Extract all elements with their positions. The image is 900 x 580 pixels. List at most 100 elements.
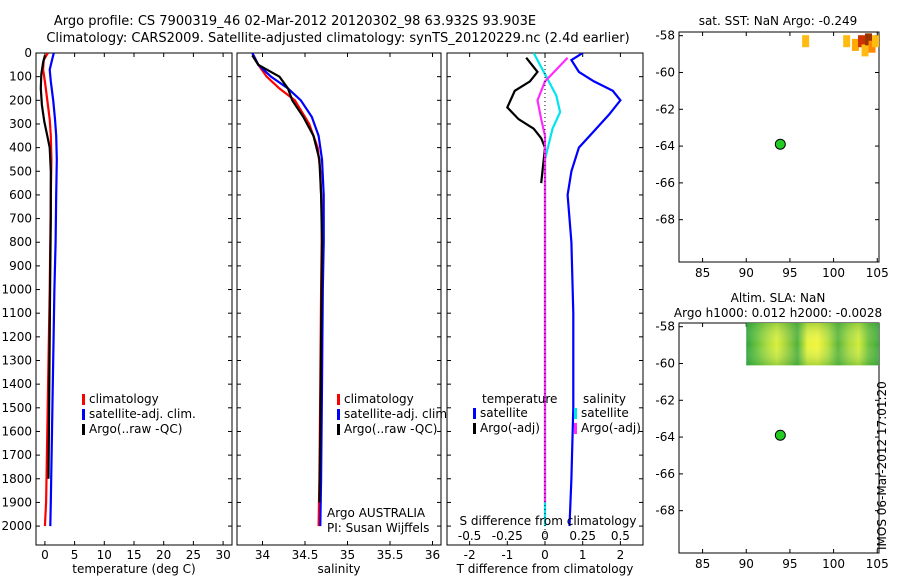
series-line-satellite-adj-clim: [48, 53, 58, 527]
plot-frame: [35, 52, 233, 546]
x-tick-label: 5: [71, 548, 79, 562]
x-axis-label: temperature (deg C): [72, 562, 195, 576]
x-tick-label: 15: [126, 548, 141, 562]
legend-swatch: [82, 394, 85, 405]
sst-cell: [872, 35, 880, 48]
legend-label: Argo(-adj): [581, 421, 641, 435]
y-tick-label: -62: [655, 102, 675, 116]
float-position-marker: [774, 138, 786, 150]
y-tick-label: 1000: [1, 283, 32, 297]
legend-swatch: [574, 408, 577, 419]
y-tick-label: 600: [9, 188, 32, 202]
x2-tick-label: 0.25: [569, 529, 596, 543]
x-tick-label: 100: [822, 266, 845, 280]
sst-cell: [861, 44, 869, 57]
series-line-temperature-argo-adj: [505, 57, 547, 184]
legend-header: temperature: [482, 392, 557, 406]
y-tick-label: -58: [655, 320, 675, 334]
x-tick-label: 36: [425, 548, 440, 562]
legend-label: Argo(..raw -QC): [344, 422, 437, 436]
sst-map-chart: sat. SST: NaN Argo: -0.249 85 90 95 100 105 -5…: [655, 14, 888, 280]
x-tick-label: 95: [782, 266, 797, 280]
y-tick-label: -66: [655, 176, 675, 190]
x-tick-label: 0: [541, 548, 549, 562]
x-tick-label: 95: [782, 557, 797, 571]
y-tick-label: -58: [655, 29, 675, 43]
map-subtitle: Argo h1000: 0.012 h2000: -0.0028: [674, 306, 882, 320]
legend-swatch: [473, 408, 476, 419]
sst-cell: [851, 38, 859, 51]
legend-label: satellite: [581, 406, 629, 420]
title-line-1: Argo profile: CS 7900319_46 02-Mar-2012 …: [54, 14, 536, 29]
y-tick-label: 200: [9, 93, 32, 107]
legend-label: satellite: [480, 406, 528, 420]
legend-swatch: [337, 394, 340, 405]
legend-swatch: [82, 424, 85, 435]
x-tick-label: 105: [866, 557, 889, 571]
plot-frame: [236, 52, 442, 546]
timestamp-stamp: IMOS 06-Mar-2012 17:01:20: [875, 381, 889, 550]
y-tick-label: -64: [655, 430, 675, 444]
map-title: sat. SST: NaN Argo: -0.249: [699, 14, 858, 28]
y-tick-label: 1400: [1, 377, 32, 391]
legend-label: Argo(..raw -QC): [89, 422, 182, 436]
x2-tick-label: 0: [541, 529, 549, 543]
y-tick-label: 400: [9, 141, 32, 155]
y-tick-label: -66: [655, 467, 675, 481]
x-tick-label: -2: [464, 548, 476, 562]
x-tick-label: 85: [695, 557, 710, 571]
y-tick-label: -60: [655, 65, 675, 79]
x-tick-label: 34.5: [292, 548, 319, 562]
y-tick-label: 0: [24, 46, 32, 60]
annotation-line: PI: Susan Wijffels: [327, 521, 429, 535]
annotation-line: Argo AUSTRALIA: [327, 506, 426, 520]
x-tick-label: 25: [186, 548, 201, 562]
y-tick-label: 1700: [1, 448, 32, 462]
sst-cell: [843, 35, 851, 48]
x-tick-label: 35.5: [377, 548, 404, 562]
x2-tick-label: -0.25: [492, 529, 523, 543]
x2-tick-label: 0.5: [611, 529, 630, 543]
legend-label: satellite-adj. clim.: [89, 407, 196, 421]
y-tick-label: 2000: [1, 519, 32, 533]
x-tick-label: 20: [156, 548, 171, 562]
series-line-argo-raw-qc: [39, 55, 52, 479]
y-tick-label: 300: [9, 117, 32, 131]
x-tick-label: 90: [739, 266, 754, 280]
x-tick-label: 34: [255, 548, 270, 562]
series-line-temperature-satellite: [566, 53, 622, 527]
x-axis-label: T difference from climatology: [456, 562, 634, 576]
x-tick-label: -1: [501, 548, 513, 562]
x2-axis-label: S difference from climatology: [460, 514, 637, 528]
legend-label: climatology: [344, 392, 414, 406]
legend-swatch: [82, 409, 85, 420]
x-tick-label: 105: [866, 266, 889, 280]
y-tick-label: 1900: [1, 495, 32, 509]
legend-label: satellite-adj. clim.: [344, 407, 451, 421]
legend-swatch: [337, 409, 340, 420]
salinity-profile-chart: 34 34.5 35 35.5 36 salinity climatologysatelli…: [236, 52, 451, 576]
difference-profile-chart: -2 -1 0 1 2T difference from climatology -0.5…: [446, 52, 644, 576]
y-tick-label: 100: [9, 70, 32, 84]
y-tick-label: -68: [655, 213, 675, 227]
y-tick-label: -64: [655, 139, 675, 153]
legend-swatch: [473, 423, 476, 434]
sst-cell: [802, 35, 810, 48]
x-tick-label: 0: [41, 548, 49, 562]
y-tick-label: -60: [655, 356, 675, 370]
sst-cell: [865, 33, 873, 46]
sst-cell: [858, 35, 866, 48]
y-tick-label: 900: [9, 259, 32, 273]
series-line-climatology: [41, 53, 53, 527]
legend-label: climatology: [89, 392, 159, 406]
y-tick-label: 1800: [1, 472, 32, 486]
x2-tick-label: -0.5: [458, 529, 481, 543]
temperature-profile-chart: 0 5 10 15 20 25 300100200300400500600700800900…: [1, 46, 233, 576]
legend-label: Argo(-adj): [480, 421, 540, 435]
y-tick-label: -62: [655, 393, 675, 407]
x-tick-label: 35: [340, 548, 355, 562]
x-tick-label: 10: [97, 548, 112, 562]
x-tick-label: 100: [822, 557, 845, 571]
